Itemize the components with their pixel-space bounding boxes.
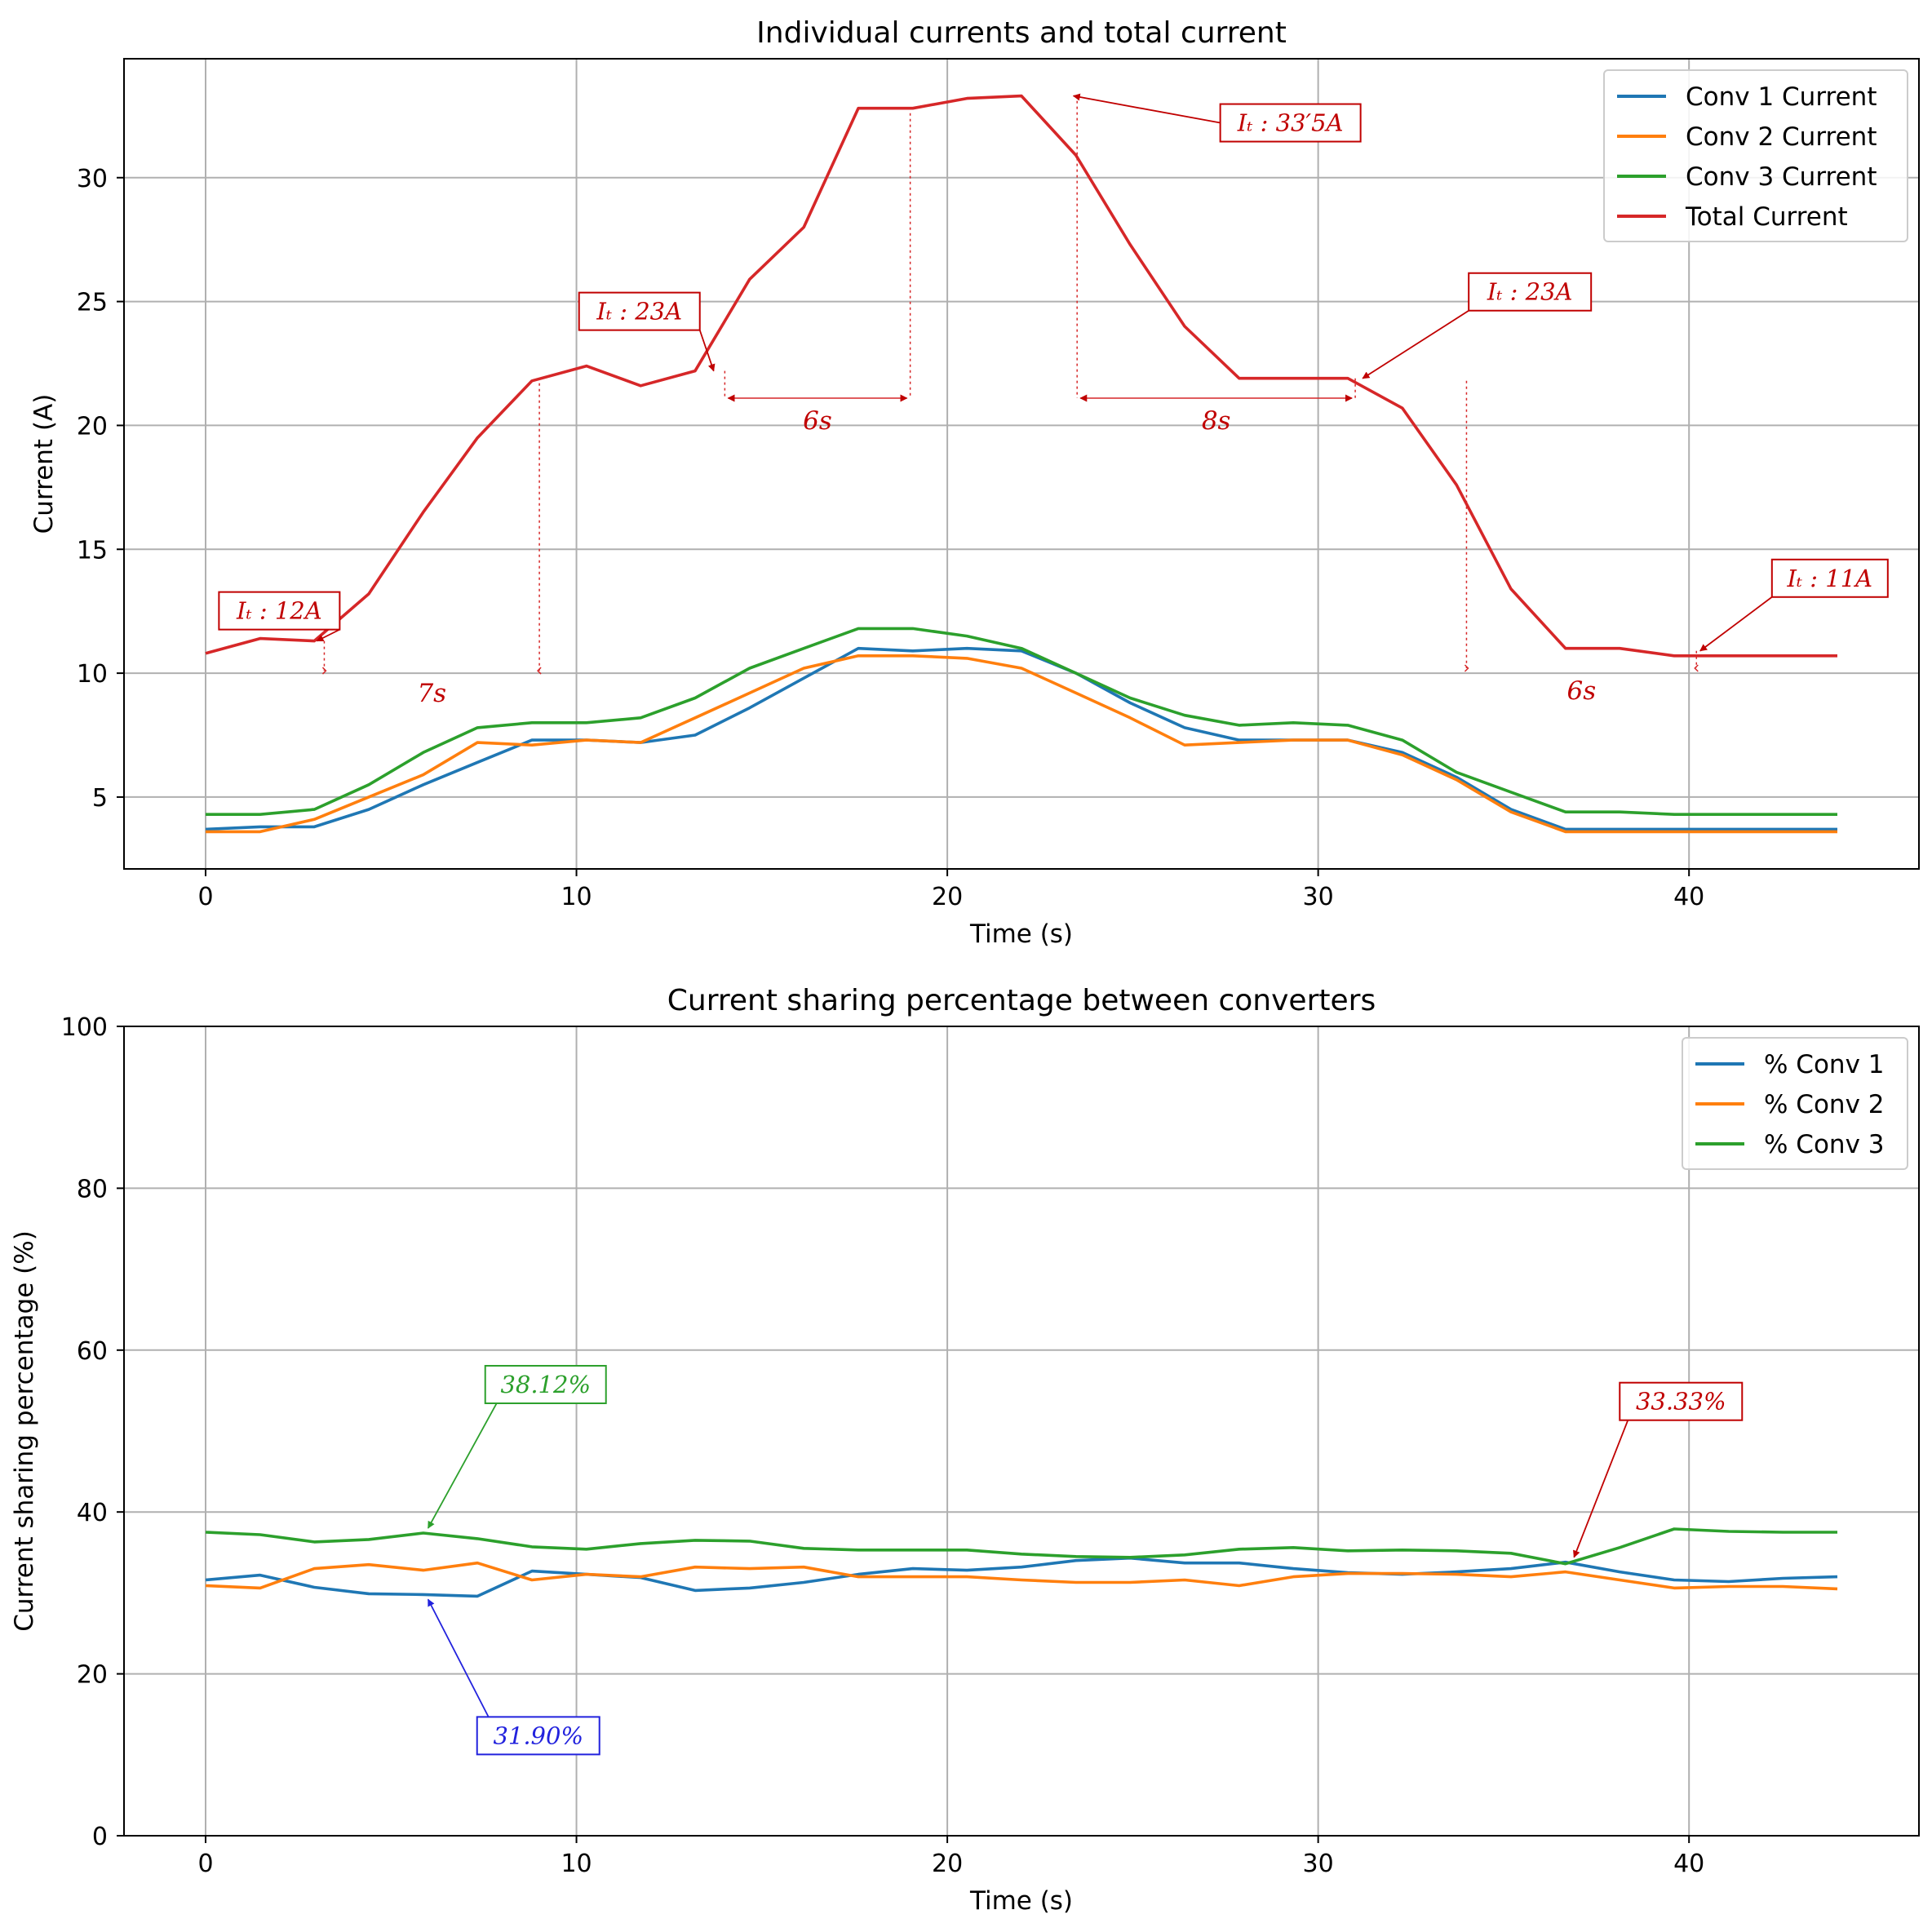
legend-entry: % Conv 3 <box>1764 1130 1885 1159</box>
chart-title: Current sharing percentage between conve… <box>667 984 1376 1017</box>
annotation: 33.33% <box>1573 1381 1744 1558</box>
annotation-box <box>1770 558 1889 598</box>
plot-frame <box>123 1026 1920 1837</box>
x-tick-label: 0 <box>197 1850 213 1878</box>
y-tick-label: 80 <box>77 1175 108 1203</box>
annotation-label: 38.12% <box>500 1371 591 1398</box>
series-line-4 <box>205 94 1837 658</box>
series-line-1 <box>205 1556 1838 1598</box>
interval-tick <box>321 667 327 675</box>
series-line-2 <box>205 1561 1838 1591</box>
interval-label: 8𝑠 <box>1202 406 1231 436</box>
annotation-box <box>218 591 341 631</box>
y-axis-label: Current sharing percentage (%) <box>10 1230 39 1632</box>
legend-entry: Conv 2 Current <box>1686 122 1877 152</box>
annotation: 𝐼ₜ : 33′5𝐴 <box>1072 93 1362 143</box>
legend-box <box>1603 69 1908 242</box>
annotation: 𝐼ₜ : 23𝐴 <box>578 291 716 372</box>
x-tick-label: 40 <box>1673 883 1704 911</box>
annotation-arrow <box>316 628 340 642</box>
annotation-box <box>1619 1381 1744 1421</box>
interval-label: 6𝑠 <box>803 406 832 436</box>
legend: % Conv 1 % Conv 2 % Conv 3 <box>1682 1037 1908 1170</box>
y-tick-label: 15 <box>77 536 108 565</box>
annotation: 31.90% <box>427 1598 600 1756</box>
annotation-box <box>1468 272 1593 312</box>
y-tick-label: 20 <box>77 1661 108 1690</box>
annotation: 38.12% <box>427 1364 607 1529</box>
annotation-box <box>578 291 701 331</box>
series-line-3 <box>205 1527 1837 1566</box>
legend-box <box>1682 1037 1908 1170</box>
interval-label: 6𝑠 <box>1567 676 1597 706</box>
x-tick-label: 0 <box>197 883 213 911</box>
annotation-arrow <box>427 1598 490 1717</box>
x-tick-label: 10 <box>561 1850 592 1878</box>
y-tick-label: 40 <box>77 1499 108 1527</box>
series-line-2 <box>206 654 1837 834</box>
annotation-label: 𝐼ₜ : 33′5𝐴 <box>1237 109 1344 137</box>
annotation: 𝐼ₜ : 23𝐴 <box>1362 272 1593 379</box>
chart-panel-1: 0 10 20 30 40 5 10 15 20 25 30 Individual currents … <box>29 16 1920 949</box>
annotation: 𝐼ₜ : 12𝐴 <box>218 591 341 642</box>
x-axis-label: Time (s) <box>969 919 1073 949</box>
annotation-label: 𝐼ₜ : 12𝐴 <box>236 597 322 625</box>
annotation-label: 𝐼ₜ : 11𝐴 <box>1786 565 1872 592</box>
series-line-3 <box>206 627 1837 817</box>
legend-entry: Conv 1 Current <box>1686 82 1877 112</box>
plot-frame <box>123 58 1920 870</box>
x-tick-label: 30 <box>1303 1850 1334 1878</box>
annotation-label: 𝐼ₜ : 23𝐴 <box>1487 278 1573 306</box>
legend: Conv 1 Current Conv 2 Current Conv 3 Curre… <box>1603 69 1908 242</box>
annotation-arrow <box>1699 596 1773 652</box>
annotation-arrow <box>1072 93 1221 124</box>
x-tick-label: 20 <box>932 883 963 911</box>
legend-entry: % Conv 2 <box>1764 1090 1885 1119</box>
interval-label: 7𝑠 <box>417 679 446 708</box>
annotation-box <box>1219 103 1362 143</box>
legend-entry: Total Current <box>1685 202 1848 232</box>
legend-entry: Conv 3 Current <box>1686 162 1877 192</box>
y-tick-label: 0 <box>92 1823 108 1851</box>
x-axis-label: Time (s) <box>969 1886 1073 1916</box>
legend-entry: % Conv 1 <box>1764 1050 1885 1079</box>
y-tick-label: 20 <box>77 412 108 441</box>
annotation-box <box>484 1364 607 1404</box>
chart-title: Individual currents and total current <box>756 16 1287 50</box>
annotation-arrow <box>698 330 716 372</box>
y-tick-label: 10 <box>77 660 108 689</box>
interval-tick <box>537 667 542 675</box>
annotation-label: 𝐼ₜ : 23𝐴 <box>596 298 682 326</box>
series-line-1 <box>205 646 1837 831</box>
annotation-label: 31.90% <box>493 1722 583 1749</box>
y-tick-label: 60 <box>77 1337 108 1366</box>
annotation-arrow <box>1573 1420 1629 1558</box>
interval-tick <box>1464 664 1469 672</box>
annotation: 𝐼ₜ : 11𝐴 <box>1699 558 1889 652</box>
x-tick-label: 30 <box>1303 883 1334 911</box>
y-tick-label: 100 <box>61 1013 108 1042</box>
interval-markers: 7𝑠 6𝑠 8𝑠 6𝑠 <box>321 100 1699 708</box>
x-tick-label: 10 <box>561 883 592 911</box>
interval-tick <box>1694 664 1699 672</box>
annotation-arrow <box>1362 309 1469 379</box>
x-tick-label: 20 <box>932 1850 963 1878</box>
y-tick-label: 25 <box>77 289 108 317</box>
y-axis-label: Current (A) <box>29 394 59 534</box>
annotation-arrow <box>427 1402 498 1529</box>
y-tick-label: 30 <box>77 165 108 193</box>
annotation-box <box>476 1716 600 1756</box>
chart-panel-2: 0 10 20 30 40 0 20 40 60 80 100 Current sharing per… <box>10 984 1920 1916</box>
y-tick-label: 5 <box>92 784 108 813</box>
annotation-label: 33.33% <box>1636 1388 1726 1416</box>
x-tick-label: 40 <box>1673 1850 1704 1878</box>
